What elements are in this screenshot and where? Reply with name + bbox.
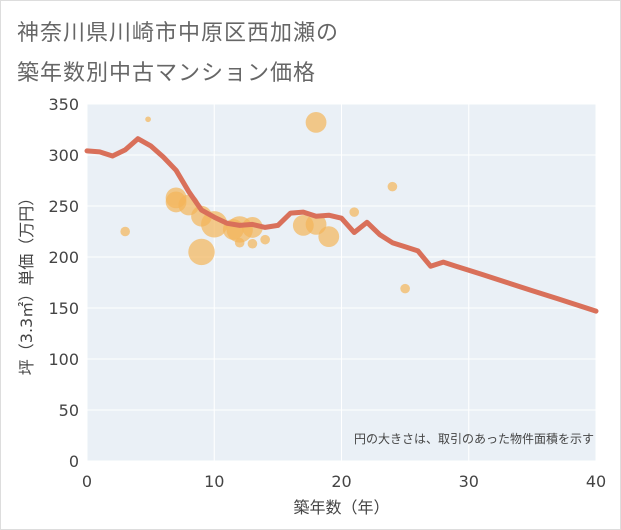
bubble-point [120,226,130,237]
bubble-size-note: 円の大きさは、取引のあった物件面積を示す [354,431,594,446]
x-tick-label: 0 [82,472,92,491]
bubble-point [247,238,258,249]
bubble-point [349,207,360,217]
bubble-point [260,234,270,245]
bubble-point [145,116,151,123]
trend-line [84,136,599,314]
chart-title-line2: 築年数別中古マンション価格 [17,61,317,86]
x-tick-label: 10 [204,472,224,491]
y-axis-label: 坪（3.3㎡）単価（万円） [17,190,36,375]
x-tick-label: 40 [586,472,606,491]
x-tick-label: 30 [459,472,479,491]
y-axis-ticks: 0 50 100 150 200 250 300 350 [48,95,79,471]
y-tick-label: 100 [48,350,79,369]
bubble-point [318,226,340,248]
bubble-point [234,237,245,248]
x-axis-ticks: 0 10 20 30 40 [82,472,606,491]
bubble-point [400,283,410,294]
y-tick-label: 350 [48,95,79,114]
y-tick-label: 50 [59,401,79,420]
x-tick-label: 20 [331,472,351,491]
y-tick-label: 150 [48,299,79,318]
grid-lines [86,103,597,462]
y-tick-label: 200 [48,248,79,267]
bubble-point [387,181,398,192]
y-tick-label: 300 [48,146,79,165]
y-tick-label: 250 [48,197,79,216]
chart-title-line1: 神奈川県川崎市中原区西加瀬の [17,21,340,46]
y-tick-label: 0 [69,452,79,471]
bubble-point [242,217,263,238]
bubble-point [305,111,327,133]
x-axis-label: 築年数（年） [293,498,389,517]
bubble-point [188,238,215,266]
